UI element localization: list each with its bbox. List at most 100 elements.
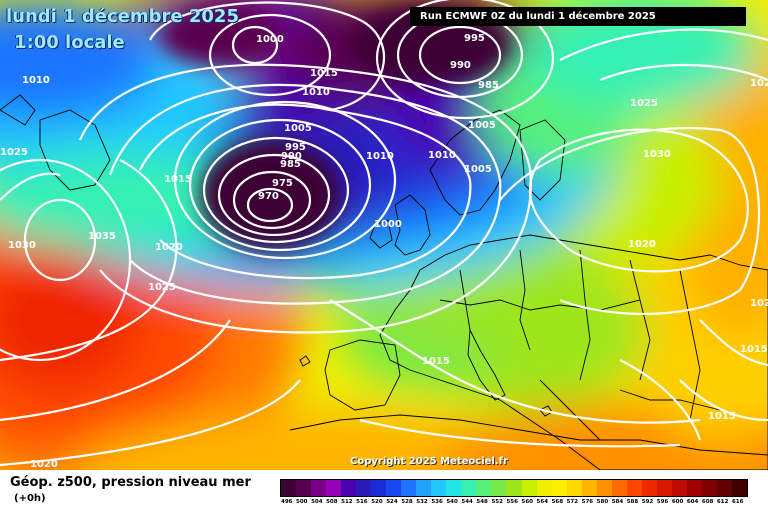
- isobar-lines: [0, 0, 768, 467]
- color-scale-tick-label: 588: [626, 499, 639, 505]
- color-scale-tick-label: 508: [326, 499, 338, 505]
- color-scale-swatch: [521, 480, 537, 496]
- model-run-label: Run ECMWF 0Z du lundi 1 décembre 2025: [410, 7, 746, 26]
- isobar-label: 1025: [750, 78, 768, 89]
- color-scale-swatch: [641, 480, 657, 496]
- color-scale-bar: [280, 479, 748, 497]
- color-scale-tick-label: 592: [641, 499, 654, 505]
- color-scale-swatch: [416, 480, 432, 496]
- color-scale-swatch: [386, 480, 402, 496]
- isobar-label: 1010: [302, 87, 330, 98]
- isobar-label: 1020: [750, 298, 768, 309]
- isobar-label: 1015: [740, 344, 768, 355]
- color-scale-swatch: [326, 480, 342, 496]
- isobar-label: 1010: [22, 75, 50, 86]
- color-scale-tick-label: 584: [611, 499, 624, 505]
- color-scale-tick-label: 512: [341, 499, 353, 505]
- color-scale-swatch: [341, 480, 357, 496]
- color-scale-tick-label: 568: [551, 499, 564, 505]
- forecast-time-title: 1:00 locale: [14, 32, 125, 53]
- color-scale-tick-label: 616: [731, 499, 744, 505]
- color-scale-swatch: [371, 480, 387, 496]
- color-scale-swatch: [356, 480, 372, 496]
- color-scale-tick-label: 560: [521, 499, 533, 505]
- color-scale-tick-label: 532: [416, 499, 428, 505]
- color-scale-tick-label: 612: [716, 499, 729, 505]
- color-scale-tick-label: 552: [491, 499, 503, 505]
- color-scale-swatch: [506, 480, 522, 496]
- color-scale-swatch: [716, 480, 732, 496]
- color-scale-tick-label: 600: [671, 499, 684, 505]
- isobar-label: 1020: [628, 239, 656, 250]
- isobar-label: 975: [272, 178, 293, 189]
- isobar-label: 1005: [284, 123, 312, 134]
- isobar-label: 1015: [708, 411, 736, 422]
- isobar-label: 1005: [468, 120, 496, 131]
- isobar-label: 1015: [310, 68, 338, 79]
- isobar-label: 1035: [88, 231, 116, 242]
- color-scale-swatch: [461, 480, 477, 496]
- color-scale-swatch: [581, 480, 597, 496]
- legend-subtitle: (+0h): [14, 493, 46, 504]
- color-scale-swatch: [296, 480, 312, 496]
- isobar-label: 985: [478, 80, 499, 91]
- isobar-label: 1030: [643, 149, 671, 160]
- isobar-label: 970: [258, 191, 279, 202]
- isobar-label: 1030: [8, 240, 36, 251]
- color-scale-tick-label: 544: [461, 499, 473, 505]
- isobar-label: 1010: [428, 150, 456, 161]
- color-scale-swatch: [671, 480, 687, 496]
- isobar-label: 1015: [164, 174, 192, 185]
- legend-title: Géop. z500, pression niveau mer: [10, 475, 251, 490]
- color-scale-tick-label: 576: [581, 499, 594, 505]
- color-scale-swatch: [626, 480, 642, 496]
- color-scale-tick-label: 548: [476, 499, 488, 505]
- color-scale-tick-label: 524: [386, 499, 398, 505]
- color-scale-swatch: [401, 480, 417, 496]
- isobar-label: 985: [280, 159, 301, 170]
- color-scale-swatch: [731, 480, 747, 496]
- isobar-label: 1000: [256, 34, 284, 45]
- color-scale-swatch: [536, 480, 552, 496]
- color-scale-tick-label: 608: [701, 499, 714, 505]
- isobar-label: 995: [285, 142, 306, 153]
- isobar-label: 995: [464, 33, 485, 44]
- isobar-label: 1025: [148, 282, 176, 293]
- color-scale-tick-label: 580: [596, 499, 609, 505]
- isobar-label: 1000: [374, 219, 402, 230]
- isobar-label: 1020: [155, 242, 183, 253]
- isobar-labels: 1000 1015 1010 995 990 985 1005 1025 101…: [0, 33, 768, 470]
- color-scale-swatch: [701, 480, 717, 496]
- color-scale-tick-label: 564: [536, 499, 549, 505]
- isobar-label: 1020: [30, 459, 58, 470]
- isobar-label: 1025: [0, 147, 28, 158]
- color-scale-swatch: [431, 480, 447, 496]
- color-scale-swatch: [686, 480, 702, 496]
- color-scale-tick-label: 504: [311, 499, 323, 505]
- color-scale-swatch: [491, 480, 507, 496]
- color-scale-tick-label: 572: [566, 499, 579, 505]
- color-scale-tick-label: 528: [401, 499, 413, 505]
- pressure-map: 1000 1015 1010 995 990 985 1005 1025 101…: [0, 0, 768, 470]
- color-scale-tick-label: 604: [686, 499, 699, 505]
- color-scale-tick-label: 520: [371, 499, 383, 505]
- color-scale-swatch: [551, 480, 567, 496]
- isobar-label: 1015: [422, 356, 450, 367]
- color-scale-tick-label: 596: [656, 499, 669, 505]
- color-scale-swatch: [476, 480, 492, 496]
- color-scale-labels: 496 500 504 508 512 516 520 524 528 532 536 540 544 5…: [280, 499, 758, 509]
- color-scale-swatch: [281, 480, 297, 496]
- color-scale-tick-label: 500: [296, 499, 308, 505]
- isobar-label: 1005: [464, 164, 492, 175]
- isobar-label: 1025: [630, 98, 658, 109]
- color-scale-tick-label: 540: [446, 499, 458, 505]
- isobar-label: 1010: [366, 151, 394, 162]
- color-scale-tick-label: 516: [356, 499, 368, 505]
- color-scale-swatch: [446, 480, 462, 496]
- color-scale-swatch: [611, 480, 627, 496]
- copyright-notice: Copyright 2025 Meteociel.fr: [350, 456, 508, 467]
- color-scale-tick-label: 496: [281, 499, 293, 505]
- isobar-label: 990: [450, 60, 471, 71]
- color-scale-swatch: [656, 480, 672, 496]
